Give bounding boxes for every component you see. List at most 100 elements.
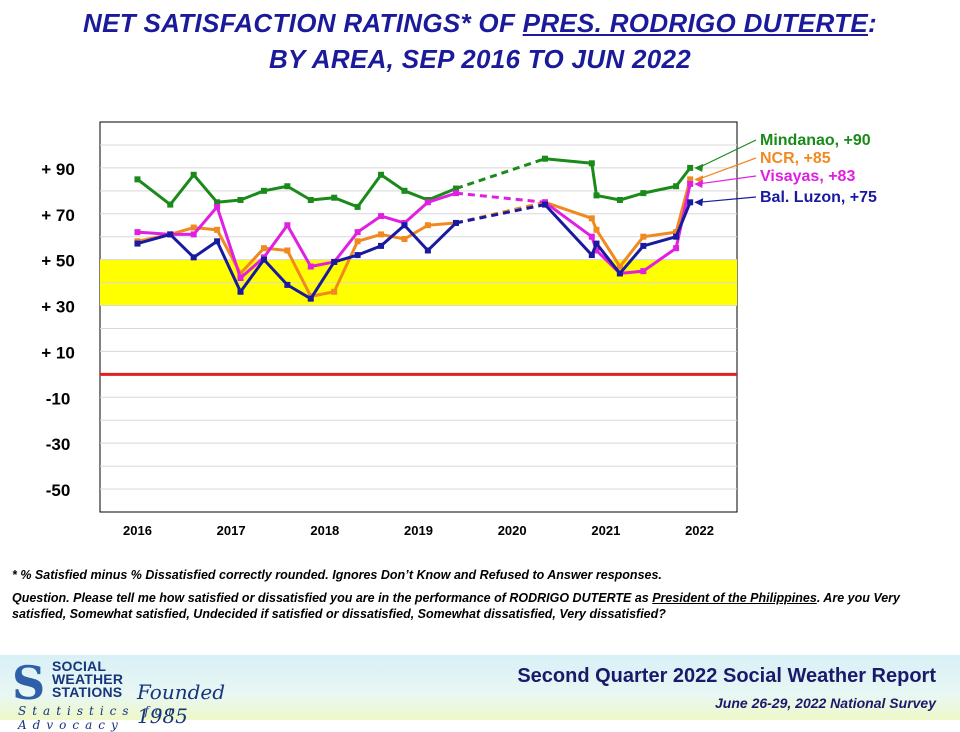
data-point — [640, 233, 647, 240]
series-segment-ncr — [310, 290, 335, 298]
series-segment-visayas — [286, 224, 313, 268]
series-segment-bal-luzon — [380, 224, 406, 248]
data-point — [424, 222, 431, 229]
data-point — [616, 270, 623, 277]
chart-title-line1: NET SATISFACTION RATINGS* OF PRES. RODRI… — [0, 8, 960, 39]
series-end-label: Mindanao, +90 — [760, 132, 871, 149]
data-point — [307, 263, 314, 270]
series-segment-mindanao — [192, 173, 219, 204]
series-segment-mindanao — [169, 173, 195, 206]
series-segment-ncr — [357, 232, 382, 243]
data-point — [331, 194, 338, 201]
series-segment-mindanao — [136, 178, 172, 206]
data-point — [214, 199, 221, 206]
data-point — [167, 201, 174, 208]
data-point — [401, 236, 408, 242]
series-segment-visayas — [619, 269, 644, 275]
data-point — [378, 213, 385, 220]
series-segment-mindanao — [455, 157, 546, 190]
data-point — [452, 185, 459, 192]
series-segment-mindanao — [286, 184, 312, 202]
series-segment-bal-luzon — [192, 240, 218, 259]
data-point — [401, 222, 408, 229]
series-segment-bal-luzon — [642, 235, 677, 248]
x-tick-label: 2016 — [123, 523, 152, 538]
data-point — [616, 197, 623, 203]
data-point — [331, 258, 338, 265]
data-point — [640, 190, 647, 197]
data-point — [687, 176, 694, 183]
data-point — [214, 238, 221, 245]
data-point — [673, 245, 680, 252]
series-label-arrow — [698, 175, 757, 185]
series-segment-bal-luzon — [333, 253, 359, 264]
x-tick-label: 2018 — [310, 523, 339, 538]
series-segment-bal-luzon — [262, 258, 289, 286]
data-point — [673, 183, 680, 190]
series-segment-mindanao — [380, 173, 406, 193]
y-tick-label: -30 — [46, 435, 71, 454]
y-tick-label: -10 — [46, 389, 71, 408]
data-point — [307, 295, 314, 302]
data-point — [452, 219, 459, 226]
series-segment-mindanao — [403, 189, 429, 202]
series-segment-visayas — [239, 256, 265, 280]
data-point — [134, 176, 141, 183]
series-segment-bal-luzon — [309, 261, 336, 300]
data-point — [687, 164, 694, 171]
sws-s-icon: S — [12, 656, 46, 710]
logo-words: SOCIAL WEATHER STATIONS — [52, 659, 124, 700]
series-segment-ncr — [595, 229, 622, 268]
data-point — [134, 229, 141, 236]
series-segment-ncr — [239, 247, 266, 275]
series-segment-ncr — [643, 230, 677, 239]
logo-line3: STATIONS — [52, 684, 123, 700]
series-segment-bal-luzon — [426, 221, 458, 252]
data-point — [687, 199, 694, 206]
series-segment-ncr — [403, 223, 429, 241]
series-label-arrow — [697, 157, 757, 180]
data-point — [424, 199, 431, 206]
series-segment-bal-luzon — [674, 201, 692, 238]
data-point — [190, 224, 197, 231]
data-point — [378, 242, 385, 249]
logo-line2: WEATHER — [52, 671, 124, 687]
series-segment-mindanao — [596, 193, 621, 202]
data-point — [331, 288, 338, 295]
series-end-label: NCR, +85 — [760, 150, 831, 167]
series-end-label: Bal. Luzon, +75 — [760, 189, 877, 206]
data-point — [214, 226, 221, 233]
question-prefix: Question. Please tell me how satisfied o… — [12, 591, 653, 605]
line-chart: + 90 + 70 + 50 + 30 + 10 -10 -30 -50 2016 2017 201… — [41, 121, 877, 538]
x-tick-label: 2021 — [591, 523, 620, 538]
y-tick-label: -50 — [46, 481, 71, 500]
y-tick-label: + 90 — [41, 160, 75, 179]
arrow-head-icon — [694, 198, 704, 207]
arrow-head-icon — [694, 163, 704, 172]
data-point — [214, 203, 221, 210]
series-segment-ncr — [618, 235, 645, 268]
series-segment-visayas — [192, 205, 219, 236]
data-point — [190, 254, 197, 261]
data-point — [673, 229, 680, 236]
series-segment-bal-luzon — [455, 203, 546, 225]
data-point — [452, 190, 459, 197]
data-point — [378, 231, 385, 238]
x-tick-label: 2019 — [404, 523, 433, 538]
data-point — [378, 171, 385, 178]
data-point — [260, 187, 267, 194]
data-point — [640, 242, 647, 249]
data-point — [237, 197, 244, 203]
question-underlined: President of the Philippines — [652, 591, 817, 605]
series-segment-bal-luzon — [595, 242, 622, 275]
series-segment-mindanao — [239, 189, 265, 202]
data-point — [588, 233, 595, 240]
series-segment-bal-luzon — [215, 240, 242, 293]
y-tick-label: + 50 — [41, 252, 75, 271]
series-segment-mindanao — [263, 184, 288, 193]
series-segment-mindanao — [674, 166, 692, 188]
data-point — [687, 180, 694, 187]
title-underlined: PRES. RODRIGO DUTERTE — [522, 8, 868, 38]
y-tick-label: + 30 — [41, 298, 75, 317]
y-tick-label: + 70 — [41, 206, 75, 225]
